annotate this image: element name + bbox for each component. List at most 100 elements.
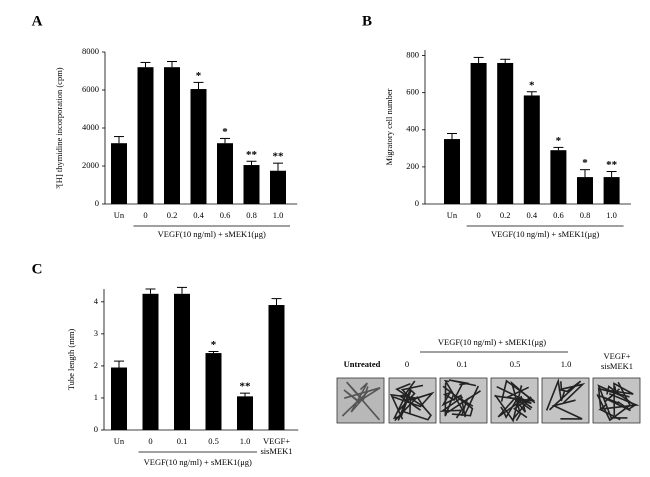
y-axis-label: ³[H] thymidine incorporation (cpm) [54, 67, 64, 188]
micrograph-tube [392, 391, 435, 408]
x-tick-label: 1.0 [606, 210, 617, 220]
micrograph-tube [604, 386, 621, 403]
x-tick-label: 0.2 [167, 210, 178, 220]
y-tick-label: 0 [94, 424, 98, 434]
micrograph-tube [605, 382, 634, 416]
x-tick-label: VEGF+ sisMEK1 [260, 436, 292, 456]
bar [243, 165, 260, 204]
y-tick-label: 8000 [82, 46, 99, 56]
y-tick-label: 4000 [82, 122, 99, 132]
micrograph-label: VEGF+ sisMEK1 [601, 351, 633, 371]
bar [111, 367, 127, 430]
panel-label: A [32, 13, 43, 29]
micrograph-label: 0 [405, 359, 409, 369]
significance-mark: * [196, 70, 202, 82]
y-tick-label: 400 [406, 124, 419, 134]
micrograph-tube [442, 381, 464, 402]
bar [497, 62, 514, 205]
significance-mark: * [582, 157, 588, 169]
micrograph-tube [441, 392, 466, 418]
bar [142, 293, 159, 430]
bar [444, 139, 460, 204]
bar [523, 95, 540, 204]
micrograph-tube [551, 399, 583, 420]
x-tick-label: 0.1 [177, 436, 188, 446]
x-tick-label: 1.0 [273, 210, 284, 220]
x-tick-label: 0.6 [553, 210, 564, 220]
bar [205, 353, 222, 430]
x-tick-label: 0.2 [500, 210, 511, 220]
bar [111, 143, 127, 204]
x-tick-label: Un [114, 436, 125, 446]
y-axis-label: Migratory cell number [384, 88, 394, 165]
micrograph-label: 1.0 [561, 359, 572, 369]
y-axis-label: Tube length (mm) [66, 329, 76, 391]
bar [164, 67, 180, 204]
y-tick-label: 800 [406, 50, 419, 60]
x-axis-label: VEGF(10 ng/ml) + sMEK1(μg) [491, 229, 599, 239]
bar [174, 293, 190, 430]
y-tick-label: 0 [415, 198, 419, 208]
x-tick-label: 1.0 [240, 436, 251, 446]
x-tick-label: Un [447, 210, 458, 220]
x-tick-label: 0.4 [526, 210, 537, 220]
panel-label: B [362, 13, 372, 29]
x-tick-label: 0.4 [193, 210, 204, 220]
bar [577, 177, 593, 204]
bar [268, 305, 285, 430]
x-tick-label: 0.8 [580, 210, 591, 220]
x-tick-label: 0.8 [246, 210, 257, 220]
bar [137, 67, 154, 204]
micrograph-tube [599, 395, 631, 412]
micrograph-tube [497, 396, 533, 418]
x-tick-label: Un [114, 210, 125, 220]
x-tick-label: 0 [143, 210, 147, 220]
y-tick-label: 6000 [82, 84, 99, 94]
significance-mark: ** [273, 151, 285, 163]
micrograph-tube [513, 395, 532, 413]
micrograph-header: VEGF(10 ng/ml) + sMEK1(μg) [438, 337, 546, 347]
micrograph-tube [448, 379, 477, 387]
bar [550, 150, 567, 204]
y-tick-label: 2000 [82, 160, 99, 170]
significance-mark: ** [246, 149, 258, 161]
micrograph-tube [500, 395, 520, 419]
x-axis-label: VEGF(10 ng/ml) + sMEK1(μg) [158, 229, 266, 239]
x-tick-label: 0 [476, 210, 480, 220]
micrograph-tube [494, 384, 523, 423]
micrograph-tube [402, 405, 432, 421]
bar [190, 89, 207, 204]
micrograph-tube [596, 381, 632, 422]
x-tick-label: 0.5 [208, 436, 219, 446]
bar [237, 396, 253, 430]
significance-mark: * [222, 126, 228, 138]
bar [603, 177, 620, 204]
micrograph-label: Untreated [344, 359, 381, 369]
significance-mark: * [211, 339, 217, 351]
bar [270, 170, 286, 204]
significance-mark: * [556, 135, 562, 147]
micrograph-label: 0.1 [457, 359, 468, 369]
significance-mark: * [529, 79, 535, 91]
y-tick-label: 600 [406, 87, 419, 97]
micrograph-tube [439, 396, 464, 419]
x-axis-label: VEGF(10 ng/ml) + sMEK1(μg) [144, 457, 252, 467]
significance-mark: ** [240, 381, 252, 393]
micrograph-tube [496, 385, 532, 405]
micrograph-tube [389, 393, 418, 422]
micrograph-tube [343, 387, 381, 404]
micrograph-label: 0.5 [510, 359, 521, 369]
y-tick-label: 1 [94, 392, 98, 402]
y-tick-label: 200 [406, 161, 419, 171]
y-tick-label: 4 [94, 296, 99, 306]
panel-label: C [32, 261, 43, 277]
micrograph-tube [545, 378, 566, 411]
micrograph-tube [548, 380, 582, 411]
y-tick-label: 3 [94, 328, 98, 338]
bar [217, 143, 233, 204]
y-tick-label: 0 [95, 198, 99, 208]
x-tick-label: 0 [148, 436, 152, 446]
x-tick-label: 0.6 [220, 210, 231, 220]
bar [470, 62, 487, 205]
